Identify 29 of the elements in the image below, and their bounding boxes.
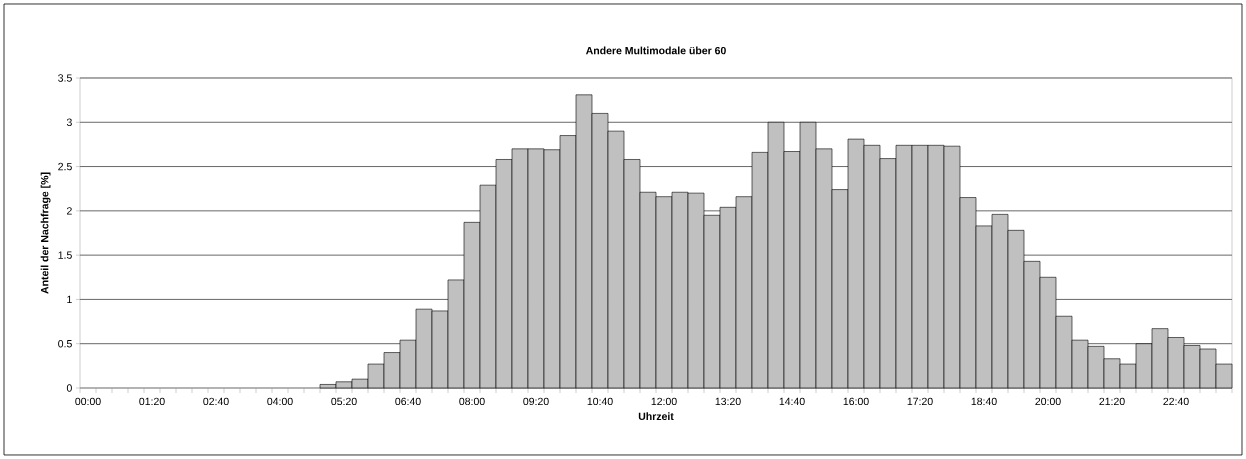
y-tick-label: 3 <box>66 118 72 126</box>
x-tick-label: 13:20 <box>715 397 741 406</box>
y-tick-label: 1.5 <box>58 251 72 259</box>
x-tick-label: 10:40 <box>587 397 613 406</box>
x-tick-label: 14:40 <box>779 397 805 406</box>
x-tick-label: 17:20 <box>907 397 933 406</box>
x-tick-label: 16:00 <box>843 397 869 406</box>
x-tick-label: 12:00 <box>651 397 677 406</box>
x-tick-label: 20:00 <box>1035 397 1061 406</box>
x-tick-label: 02:40 <box>203 397 229 406</box>
x-axis-title: Uhrzeit <box>638 412 674 421</box>
chart-title: Andere Multimodale über 60 <box>585 46 726 55</box>
y-tick-label: 2.5 <box>58 162 72 171</box>
x-tick-label: 21:20 <box>1099 397 1125 406</box>
x-tick-label: 05:20 <box>331 397 357 406</box>
y-tick-label: 3.5 <box>58 74 72 82</box>
x-tick-label: 04:00 <box>267 397 293 406</box>
y-tick-label: 0 <box>66 384 72 392</box>
x-tick-label: 18:40 <box>971 397 997 406</box>
x-tick-label: 01:20 <box>139 397 165 406</box>
x-tick-label: 09:20 <box>523 397 549 406</box>
y-tick-label: 1 <box>67 295 72 304</box>
x-tick-label: 22:40 <box>1163 397 1189 406</box>
x-tick-label: 08:00 <box>459 397 485 406</box>
y-axis-title: Anteil der Nachfrage [%] <box>40 172 51 294</box>
x-tick-label: 00:00 <box>75 397 101 406</box>
x-tick-label: 06:40 <box>395 397 421 406</box>
y-tick-label: 0.5 <box>58 339 72 348</box>
y-tick-label: 2 <box>67 207 72 215</box>
